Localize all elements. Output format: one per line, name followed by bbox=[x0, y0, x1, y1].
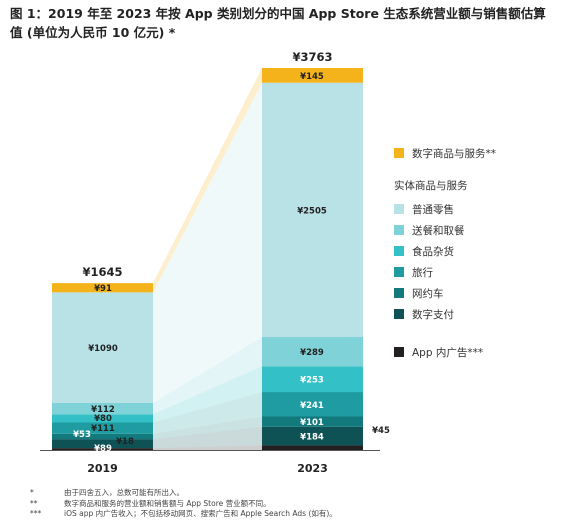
bar-segment-delivery-2023 bbox=[262, 337, 363, 367]
bar-segment-travel-2019 bbox=[52, 422, 153, 434]
legend-label-delivery: 送餐和取餐 bbox=[412, 225, 465, 237]
footnote-text: 由于四舍五入，总数可能有所出入。 bbox=[64, 488, 184, 497]
legend-swatch-grocery bbox=[394, 246, 404, 256]
legend-label-retail: 普通零售 bbox=[412, 204, 454, 216]
data-label-ridehailing-2023: ¥101 bbox=[300, 418, 324, 428]
bar-segment-payments-2023 bbox=[262, 426, 363, 446]
footnote-text: 数字商品和服务的营业额和销售额与 App Store 营业额不同。 bbox=[64, 498, 271, 508]
data-label-delivery-2019: ¥112 bbox=[91, 405, 115, 415]
bar-segment-retail-2023 bbox=[262, 82, 363, 338]
legend-label-grocery: 食品杂货 bbox=[412, 246, 454, 258]
legend-swatch-payments bbox=[394, 309, 404, 319]
data-label-ads-2019: ¥18 bbox=[116, 437, 134, 447]
footnotes: * 由于四舍五入，总数可能有所出入。 ** 数字商品和服务的营业额和销售额与 App… bbox=[30, 488, 550, 520]
footnote-mark: *** bbox=[30, 509, 42, 518]
footnote-1: * 由于四舍五入，总数可能有所出入。 bbox=[30, 488, 550, 499]
data-label-retail-2019: ¥1090 bbox=[88, 344, 118, 354]
connector-band-digital bbox=[153, 68, 262, 293]
legend-heading-physical: 实体商品与服务 bbox=[394, 180, 468, 192]
bar-segment-digital-2019 bbox=[52, 283, 153, 293]
connector-band-ads bbox=[153, 445, 262, 450]
legend-label-travel: 旅行 bbox=[412, 267, 433, 279]
legend-swatch-retail bbox=[394, 204, 404, 214]
legend-label-ridehailing: 网约车 bbox=[412, 288, 444, 300]
legend-item-travel: 旅行 bbox=[394, 265, 433, 281]
legend-item-ads: App 内广告*** bbox=[394, 345, 483, 361]
bar-segment-grocery-2019 bbox=[52, 414, 153, 423]
data-label-travel-2023: ¥241 bbox=[300, 401, 324, 411]
footnote-mark: * bbox=[30, 488, 34, 497]
data-label-ads-2023: ¥45 bbox=[372, 426, 390, 436]
category-label-2019: 2019 bbox=[87, 462, 118, 475]
legend-swatch-ridehailing bbox=[394, 288, 404, 298]
data-label-payments-2023: ¥184 bbox=[300, 433, 324, 443]
data-label-payments-2019: ¥89 bbox=[94, 444, 112, 454]
legend-item-delivery: 送餐和取餐 bbox=[394, 223, 465, 239]
total-label-2023: ¥3763 bbox=[292, 50, 332, 64]
footnote-mark: ** bbox=[30, 498, 38, 508]
data-label-travel-2019: ¥111 bbox=[91, 424, 115, 434]
data-label-digital-2019: ¥91 bbox=[94, 284, 112, 294]
bar-segment-ridehailing-2019 bbox=[52, 433, 153, 440]
legend-item-retail: 普通零售 bbox=[394, 202, 454, 218]
footnote-text: iOS app 内广告收入；不包括移动网页、搜索广告和 Apple Search… bbox=[64, 509, 337, 518]
bar-segment-retail-2019 bbox=[52, 292, 153, 403]
chart-title: 图 1：2019 年至 2023 年按 App 类别划分的中国 App Stor… bbox=[10, 6, 546, 40]
bar-segment-ads-2019 bbox=[52, 448, 153, 450]
bar-segment-delivery-2019 bbox=[52, 402, 153, 415]
legend-label-ads: App 内广告*** bbox=[412, 347, 484, 359]
bar-segment-ridehailing-2023 bbox=[262, 416, 363, 427]
bar-segment-grocery-2023 bbox=[262, 366, 363, 393]
category-label-2023: 2023 bbox=[297, 462, 328, 475]
connector-band-delivery bbox=[153, 337, 262, 415]
data-label-digital-2023: ¥145 bbox=[300, 72, 324, 82]
connector-band-travel bbox=[153, 392, 262, 434]
bar-segment-travel-2023 bbox=[262, 392, 363, 417]
total-label-2019: ¥1645 bbox=[82, 265, 122, 279]
data-label-retail-2023: ¥2505 bbox=[297, 206, 327, 216]
connector-band-payments bbox=[153, 426, 262, 449]
connector-band-retail bbox=[153, 82, 262, 403]
data-label-grocery-2023: ¥253 bbox=[300, 376, 324, 386]
legend-item-ridehailing: 网约车 bbox=[394, 286, 444, 302]
footnote-3: *** iOS app 内广告收入；不包括移动网页、搜索广告和 Apple Sea… bbox=[30, 509, 550, 520]
legend-swatch-delivery bbox=[394, 225, 404, 235]
legend-swatch-digital bbox=[394, 148, 404, 158]
data-label-grocery-2019: ¥80 bbox=[94, 414, 112, 424]
legend-label-digital: 数字商品与服务** bbox=[412, 148, 496, 160]
data-label-delivery-2023: ¥289 bbox=[300, 348, 324, 358]
legend-swatch-ads bbox=[394, 347, 404, 357]
legend-label-payments: 数字支付 bbox=[412, 309, 454, 321]
data-label-ridehailing-2019: ¥53 bbox=[73, 430, 91, 440]
legend-swatch-travel bbox=[394, 267, 404, 277]
legend-item-digital: 数字商品与服务** bbox=[394, 146, 496, 162]
legend-item-payments: 数字支付 bbox=[394, 307, 454, 323]
connector-band-grocery bbox=[153, 366, 262, 423]
bar-segment-payments-2019 bbox=[52, 439, 153, 449]
footnote-2: ** 数字商品和服务的营业额和销售额与 App Store 营业额不同。 bbox=[30, 499, 550, 510]
bar-segment-digital-2023 bbox=[262, 68, 363, 83]
bar-segment-ads-2023 bbox=[262, 445, 363, 450]
connector-band-ridehailing bbox=[153, 416, 262, 440]
legend-item-grocery: 食品杂货 bbox=[394, 244, 454, 260]
